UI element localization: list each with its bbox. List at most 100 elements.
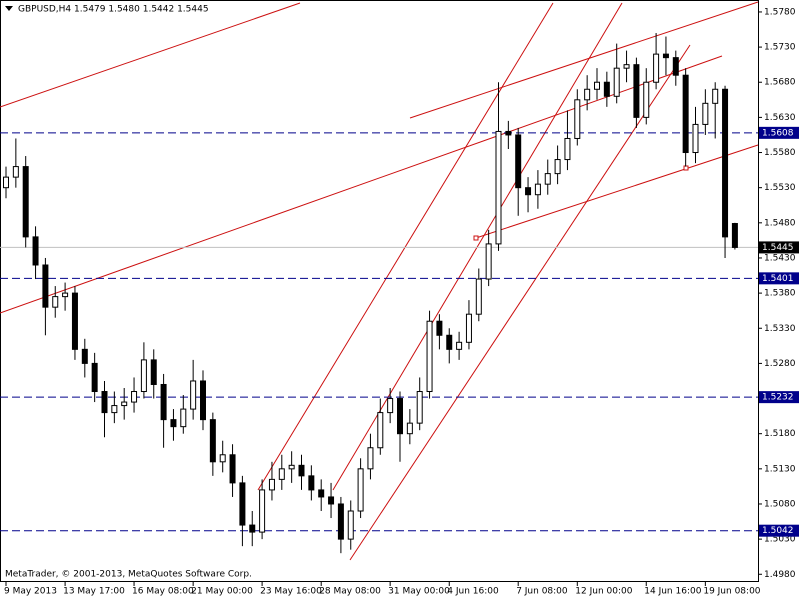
y-tick-label: 1.5080 [764, 499, 796, 509]
trend-line [332, 2, 623, 491]
candle-body [603, 81, 610, 97]
candle-body [633, 64, 640, 118]
x-tick-label: 9 May 2013 [4, 587, 57, 597]
trend-line [349, 44, 691, 561]
candle-body [653, 53, 660, 83]
x-tick-label: 21 May 00:00 [191, 587, 253, 597]
x-tick-label: 19 Jun 08:00 [703, 587, 760, 597]
x-tick-label: 14 Jun 16:00 [644, 587, 701, 597]
plot-frame [0, 0, 759, 582]
candle-body [268, 478, 275, 491]
x-tick-label: 12 Jun 00:00 [575, 587, 632, 597]
candle-body [416, 391, 423, 424]
candle-body [731, 223, 738, 248]
candle-body [446, 334, 453, 350]
candle-body [574, 99, 581, 139]
y-tick-label: 1.5780 [764, 7, 796, 17]
candle-body [623, 64, 630, 69]
y-tick-label: 1.5680 [764, 78, 796, 88]
y-tick-label: 1.5380 [764, 289, 796, 299]
candle-body [406, 422, 413, 435]
candle-body [42, 264, 49, 308]
candle-body [22, 166, 29, 238]
candle-body [554, 159, 561, 175]
level-label: 1.5042 [762, 526, 794, 536]
anchor-point [683, 165, 689, 171]
candle-body [613, 67, 620, 97]
y-tick-label: 1.5630 [764, 113, 796, 123]
candle-body [564, 137, 571, 161]
candle-body [672, 57, 679, 76]
candle-body [298, 464, 305, 477]
candle-body [722, 88, 729, 238]
candle-body [62, 292, 69, 298]
candle-body [288, 464, 295, 470]
anchor-point [473, 235, 479, 241]
candle-body [456, 341, 463, 350]
candle-body [702, 102, 709, 125]
level-label-box [759, 391, 799, 404]
trend-line [409, 1, 759, 119]
candle-body [387, 398, 394, 414]
level-label-box [759, 126, 799, 139]
candle-body [662, 53, 669, 59]
candle-body [131, 391, 138, 403]
candle-body [308, 475, 315, 491]
candle-body [209, 419, 216, 463]
candle-body [12, 166, 19, 178]
candle-body [239, 482, 246, 526]
candle-body [692, 123, 699, 154]
y-tick-label: 1.5330 [764, 324, 796, 334]
candle-body [121, 401, 128, 407]
candle-body [436, 320, 443, 336]
last-price-label: 1.5445 [762, 243, 794, 253]
candle-body [357, 468, 364, 512]
candle-body [495, 130, 502, 245]
level-label-box [759, 272, 799, 285]
last-price-box [759, 241, 799, 254]
chart-title: GBPUSD,H4 1.5479 1.5480 1.5442 1.5445 [18, 5, 209, 15]
y-tick-label: 1.5480 [764, 218, 796, 228]
x-tick-label: 28 May 08:00 [319, 587, 381, 597]
candle-body [140, 359, 147, 393]
candle-body [91, 362, 98, 393]
candle-body [180, 408, 187, 428]
candle-body [485, 243, 492, 280]
copyright: MetaTrader, © 2001-2013, MetaQuotes Soft… [5, 570, 252, 580]
candle-body [594, 81, 600, 90]
trend-line [257, 2, 554, 491]
candle-body [505, 130, 512, 136]
candle-body [534, 183, 541, 196]
candle-body [377, 412, 384, 449]
candle-body [475, 278, 482, 315]
y-tick-label: 1.5130 [764, 464, 796, 474]
candle-body [278, 468, 285, 480]
candle-body [81, 348, 88, 364]
candle-body [101, 391, 108, 414]
candle-body [337, 503, 344, 540]
candle-body [643, 81, 650, 118]
y-tick-label: 1.5030 [764, 535, 796, 545]
x-tick-label: 13 May 17:00 [63, 587, 125, 597]
candle-body [32, 236, 39, 266]
candle-body [328, 496, 335, 505]
y-tick-label: 1.5180 [764, 429, 796, 439]
trend-line [475, 144, 759, 239]
trend-lines [0, 1, 759, 561]
candle-body [219, 454, 226, 463]
level-label-box [759, 524, 799, 537]
level-label: 1.5608 [762, 128, 794, 138]
candle-body [682, 74, 689, 154]
y-tick-label: 1.5280 [764, 359, 796, 369]
x-tick-label: 16 May 08:00 [132, 587, 194, 597]
candle-body [544, 173, 551, 185]
candle-body [465, 313, 472, 343]
y-tick-label: 1.4980 [764, 570, 796, 580]
candle-body [111, 405, 118, 414]
y-tick-label: 1.5730 [764, 43, 796, 53]
candle-body [525, 187, 532, 196]
x-tick-label: 31 May 00:00 [388, 587, 450, 597]
candle-body [515, 134, 522, 189]
